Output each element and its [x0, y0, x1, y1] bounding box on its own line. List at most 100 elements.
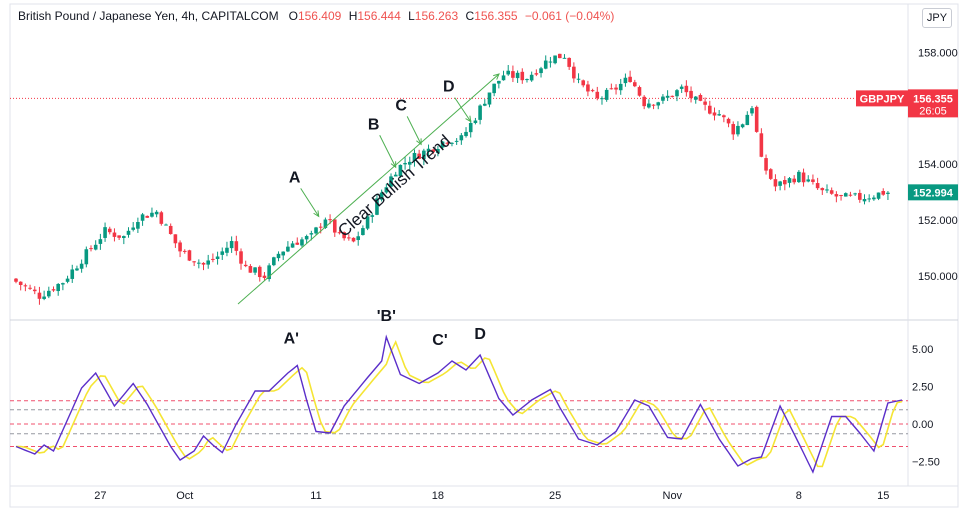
annotation-arrow-d — [454, 97, 472, 123]
candle-body — [815, 183, 820, 189]
candle-body — [703, 101, 707, 105]
candle — [337, 230, 342, 235]
candle — [398, 164, 403, 178]
symbol-badge — [856, 90, 908, 107]
candle-body — [825, 189, 829, 191]
candle — [750, 105, 754, 116]
candle — [197, 259, 201, 269]
candle — [703, 97, 707, 111]
candle — [497, 80, 501, 89]
candle-body — [28, 287, 32, 289]
candle-body — [187, 250, 192, 261]
candle — [229, 236, 234, 253]
candle — [445, 141, 450, 146]
candle-body — [164, 224, 168, 226]
candle — [722, 114, 726, 123]
candle — [632, 79, 637, 88]
candle — [886, 191, 890, 201]
candle — [773, 174, 778, 192]
candle — [365, 214, 370, 231]
candle-body — [567, 57, 571, 67]
signal-line — [16, 340, 903, 468]
candle-body — [337, 232, 342, 234]
candle-body — [276, 253, 281, 259]
candle — [618, 78, 623, 95]
candle — [206, 254, 211, 269]
candle-body — [225, 247, 229, 253]
candle — [562, 54, 567, 59]
candle-body — [154, 211, 159, 215]
candle — [450, 142, 454, 147]
candle — [182, 249, 187, 254]
candle-body — [98, 239, 103, 244]
candle-body — [234, 241, 239, 251]
arrow-head — [416, 138, 422, 146]
candle — [239, 248, 243, 270]
price-pane[interactable]: A BC D Clear Bullish Trend — [10, 53, 908, 305]
candle — [262, 272, 267, 281]
candle-body — [843, 193, 848, 197]
candle-body — [126, 230, 131, 235]
candle-body — [614, 87, 618, 90]
candle — [300, 237, 304, 247]
candle — [281, 251, 286, 260]
candle-body — [464, 131, 468, 137]
candle — [665, 90, 670, 102]
candle — [126, 227, 131, 238]
candle-body — [384, 187, 389, 193]
candle-body — [61, 283, 65, 285]
candle — [98, 233, 103, 250]
candle-body — [745, 114, 750, 126]
symbol-info-bar: British Pound / Japanese Yen, 4h, CAPITA… — [18, 9, 618, 23]
candle-body — [79, 263, 84, 269]
candle — [248, 264, 253, 273]
ohlc-open-value: 156.409 — [297, 9, 342, 23]
price-annotations: A BC D Clear Bullish Trend — [237, 73, 500, 305]
candle-body — [243, 264, 248, 267]
candle — [656, 101, 661, 110]
currency-button[interactable]: JPY — [922, 8, 952, 28]
candle-body — [553, 55, 557, 64]
candle-body — [267, 265, 271, 280]
candle-body — [511, 71, 515, 78]
oscillator-pane[interactable]: A' 'B' C' D — [10, 308, 908, 474]
candle-body — [492, 83, 496, 94]
candle-body — [557, 53, 562, 59]
candle-body — [403, 163, 407, 165]
ohlc-open-key: O — [288, 9, 298, 23]
candle — [464, 127, 468, 138]
candle-body — [773, 179, 778, 187]
candle — [731, 121, 736, 140]
candle-body — [726, 118, 731, 124]
candle — [154, 210, 159, 218]
candle — [23, 283, 28, 292]
candle-body — [872, 197, 876, 200]
candle — [436, 145, 440, 157]
annotation-arrow-b — [379, 135, 397, 169]
candle — [825, 184, 829, 194]
candle-body — [637, 87, 642, 96]
candle — [693, 96, 698, 104]
candle — [440, 141, 445, 150]
candle — [609, 83, 614, 90]
candle-body — [717, 114, 721, 116]
candle — [675, 88, 679, 102]
price-badge — [908, 89, 958, 118]
candle-body — [375, 198, 379, 215]
candle — [225, 241, 229, 257]
candle — [159, 210, 164, 226]
candle — [257, 265, 262, 282]
candle-body — [595, 91, 600, 99]
candle — [61, 282, 65, 291]
candle-body — [309, 233, 314, 235]
candle-body — [445, 142, 450, 144]
candle-body — [436, 148, 440, 154]
candle — [140, 212, 145, 226]
candle-body — [534, 73, 539, 75]
candle-body — [75, 268, 79, 271]
candle-body — [450, 142, 454, 144]
candle — [201, 262, 206, 271]
arrow-shaft — [379, 135, 397, 168]
candle-body — [525, 79, 529, 81]
